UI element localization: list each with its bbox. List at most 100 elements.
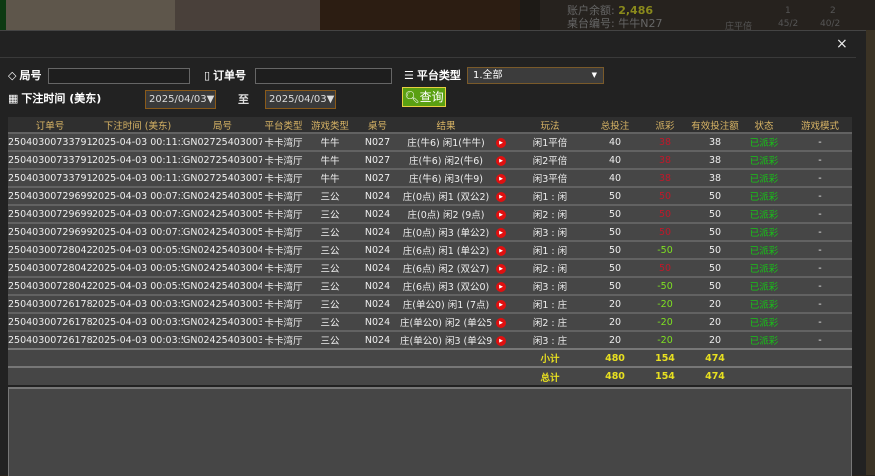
query-label: 查询 xyxy=(419,90,444,104)
column-header: 总投注 xyxy=(590,117,640,133)
play-video-icon[interactable]: ▶ xyxy=(496,246,506,256)
game-type-cell: 三公 xyxy=(305,330,355,349)
platform-label: ☰ 平台类型 xyxy=(404,67,461,83)
column-header xyxy=(492,117,510,133)
game-mode-cell: - xyxy=(788,330,852,349)
valid-bet-cell: 20 xyxy=(690,312,740,331)
result-cell: 庄(单公0) 闲3 (单公9) xyxy=(400,330,492,349)
total-bet-cell: 50 xyxy=(590,204,640,223)
column-header: 下注时间 (美东) xyxy=(92,117,183,133)
time-label: ▦ 下注时间 (美东) xyxy=(8,90,101,106)
total-bet-cell: 50 xyxy=(590,222,640,241)
platform-cell: 卡卡湾厅 xyxy=(262,186,305,205)
bg-v2: 40/2 xyxy=(820,19,841,29)
column-header: 平台类型 xyxy=(262,117,305,133)
valid-bet-cell: 38 xyxy=(690,168,740,187)
play-video-icon[interactable]: ▶ xyxy=(496,318,506,328)
round-id-cell: GN02425403005 xyxy=(183,186,262,205)
query-button[interactable]: 🔍︎查询 xyxy=(402,87,446,107)
chevron-down-icon: ▼ xyxy=(591,71,597,79)
platform-select[interactable]: 1.全部 ▼ xyxy=(467,67,604,84)
table-no-cell: N024 xyxy=(355,186,400,205)
play-video-icon[interactable]: ▶ xyxy=(496,228,506,238)
status-cell: 已派彩 xyxy=(740,222,788,241)
play-video-icon[interactable]: ▶ xyxy=(496,300,506,310)
date-to-picker[interactable]: 2025/04/03▼ xyxy=(265,90,336,109)
result-cell: 庄(牛6) 闲2(牛6) xyxy=(400,150,492,169)
bet-time-cell: 2025-04-03 00:05:51 xyxy=(92,276,183,295)
status-cell: 已派彩 xyxy=(740,132,788,151)
table-no-cell: N024 xyxy=(355,240,400,259)
status-cell: 已派彩 xyxy=(740,204,788,223)
balance-value: 2,486 xyxy=(618,4,654,17)
replay-cell: ▶ xyxy=(492,312,510,331)
game-type-cell: 三公 xyxy=(305,312,355,331)
table-row: 250403007280423 2025-04-03 00:05:51 GN0242… xyxy=(8,240,852,259)
total-bet-cell: 50 xyxy=(590,186,640,205)
round-input[interactable] xyxy=(48,68,190,84)
valid-bet-cell: 50 xyxy=(690,240,740,259)
play-video-icon[interactable]: ▶ xyxy=(496,282,506,292)
bet-time-cell: 2025-04-03 00:05:51 xyxy=(92,240,183,259)
payout-cell: 50 xyxy=(640,258,690,277)
table-row: 250403007337917 2025-04-03 00:11:37 GN0272… xyxy=(8,168,852,187)
game-type-cell: 牛牛 xyxy=(305,150,355,169)
play-video-icon[interactable]: ▶ xyxy=(496,210,506,220)
play-video-icon[interactable]: ▶ xyxy=(496,138,506,148)
round-id-cell: GN02425403004 xyxy=(183,258,262,277)
order-id-cell: 250403007280422 xyxy=(8,258,92,277)
play-video-icon[interactable]: ▶ xyxy=(496,156,506,166)
total-bet-cell: 20 xyxy=(590,294,640,313)
list-icon: ☰ xyxy=(404,68,414,82)
total-bet-cell: 40 xyxy=(590,168,640,187)
search-icon: 🔍︎ xyxy=(404,90,420,104)
close-button[interactable]: × xyxy=(836,36,848,52)
result-cell: 庄(单公0) 闲1 (7点) xyxy=(400,294,492,313)
play-video-icon[interactable]: ▶ xyxy=(496,174,506,184)
total-bet-cell: 20 xyxy=(590,330,640,349)
column-header: 结果 xyxy=(400,117,492,133)
order-id-cell: 250403007280421 xyxy=(8,276,92,295)
empty-cell xyxy=(8,366,510,385)
game-type-cell: 三公 xyxy=(305,276,355,295)
table-row: 250403007296994 2025-04-03 00:07:30 GN0242… xyxy=(8,204,852,223)
order-id-cell: 250403007261786 xyxy=(8,312,92,331)
game-mode-cell: - xyxy=(788,312,852,331)
play-video-icon[interactable]: ▶ xyxy=(496,192,506,202)
table-row: 250403007337918 2025-04-03 00:11:37 GN0272… xyxy=(8,150,852,169)
total-valid-bet: 474 xyxy=(690,366,740,385)
order-input[interactable] xyxy=(255,68,392,84)
status-cell: 已派彩 xyxy=(740,240,788,259)
platform-cell: 卡卡湾厅 xyxy=(262,276,305,295)
status-cell: 已派彩 xyxy=(740,276,788,295)
table-no-cell: N027 xyxy=(355,150,400,169)
table-no-cell: N027 xyxy=(355,168,400,187)
table-row: 250403007261787 2025-04-03 00:03:58 GN0242… xyxy=(8,294,852,313)
game-type-cell: 三公 xyxy=(305,186,355,205)
valid-bet-cell: 50 xyxy=(690,258,740,277)
date-from-picker[interactable]: 2025/04/03▼ xyxy=(145,90,216,109)
payout-cell: -20 xyxy=(640,330,690,349)
bet-time-cell: 2025-04-03 00:11:37 xyxy=(92,132,183,151)
valid-bet-cell: 50 xyxy=(690,222,740,241)
play-video-icon[interactable]: ▶ xyxy=(496,264,506,274)
table-row: 250403007261786 2025-04-03 00:03:58 GN0242… xyxy=(8,312,852,331)
calendar-icon: ▦ xyxy=(8,91,19,105)
column-header: 有效投注额 xyxy=(690,117,740,133)
play-type-cell: 闲1 : 闲 xyxy=(510,186,590,205)
payout-cell: 50 xyxy=(640,204,690,223)
round-label: ◇ 局号 xyxy=(8,67,41,83)
bet-time-cell: 2025-04-03 00:07:30 xyxy=(92,186,183,205)
platform-cell: 卡卡湾厅 xyxy=(262,204,305,223)
subtotal-label: 小计 xyxy=(510,348,590,367)
order-id-cell: 250403007337917 xyxy=(8,168,92,187)
platform-cell: 卡卡湾厅 xyxy=(262,132,305,151)
table-header: 订单号 下注时间 (美东) 局号 平台类型 游戏类型 桌号 结果 玩法 总投注 派彩 有效投注额 状态… xyxy=(8,117,852,133)
play-type-cell: 闲2 : 庄 xyxy=(510,312,590,331)
column-header: 游戏类型 xyxy=(305,117,355,133)
play-video-icon[interactable]: ▶ xyxy=(496,336,506,346)
round-label-text: 局号 xyxy=(19,69,42,82)
result-cell: 庄(6点) 闲3 (双公0) xyxy=(400,276,492,295)
total-bet-cell: 50 xyxy=(590,276,640,295)
column-header: 局号 xyxy=(183,117,262,133)
